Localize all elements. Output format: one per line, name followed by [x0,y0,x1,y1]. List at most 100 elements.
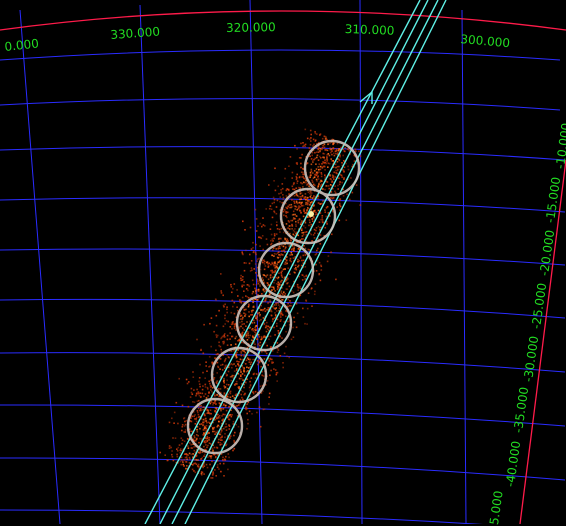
emission-pixel [213,446,216,449]
emission-pixel [339,204,341,206]
emission-pixel [338,165,340,168]
emission-pixel [334,190,336,193]
emission-pixel [270,239,272,242]
emission-pixel [287,267,289,269]
emission-pixel [201,451,204,453]
emission-pixel [326,156,328,158]
emission-pixel [183,465,185,467]
emission-pixel [292,229,295,232]
emission-pixel [295,241,298,244]
emission-pixel [277,276,280,279]
emission-pixel [200,404,202,407]
emission-pixel [294,213,296,216]
emission-pixel [249,226,252,229]
emission-pixel [309,187,311,189]
emission-pixel [312,210,315,212]
emission-pixel [316,213,319,215]
emission-pixel [294,144,296,147]
emission-pixel [319,133,322,135]
emission-pixel [218,344,220,347]
emission-pixel [285,215,287,217]
emission-pixel [243,350,245,352]
emission-pixel [244,229,246,231]
emission-pixel [304,266,307,268]
emission-pixel [308,200,310,202]
emission-pixel [241,296,244,299]
emission-pixel [228,456,230,459]
emission-pixel [295,215,298,217]
emission-pixel [245,381,247,384]
emission-pixel [222,418,225,420]
emission-pixel [241,251,243,253]
emission-pixel [278,310,280,312]
emission-pixel [269,228,272,230]
emission-pixel [278,282,281,285]
emission-pixel [318,163,321,165]
emission-pixel [245,336,248,338]
emission-pixel [304,278,307,280]
emission-pixel [277,330,280,332]
emission-pixel [195,392,198,395]
emission-pixel [304,322,306,325]
emission-pixel [219,388,222,390]
emission-pixel [303,177,305,180]
emission-pixel [308,224,310,227]
emission-pixel [339,148,342,151]
emission-pixel [223,377,225,380]
emission-pixel [232,377,235,379]
emission-pixel [309,176,311,179]
dec-gridline [0,98,561,111]
emission-pixel [214,469,216,471]
emission-pixel [313,176,316,178]
emission-pixel [338,177,340,179]
emission-pixel [259,283,261,286]
emission-pixel [324,176,327,178]
emission-pixel [321,219,324,221]
emission-pixel [283,277,286,280]
emission-pixel [312,183,315,185]
emission-pixel [260,304,262,307]
emission-pixel [184,456,187,459]
emission-pixel [280,271,282,274]
emission-pixel [294,256,297,258]
emission-pixel [300,198,302,200]
emission-pixel [192,371,194,373]
emission-pixel [164,454,166,456]
emission-pixel [198,466,201,468]
emission-pixel [263,259,265,261]
emission-pixel [248,410,251,413]
emission-pixel [213,426,216,429]
emission-pixel [326,159,329,161]
emission-pixel [233,327,236,330]
emission-pixel [217,417,219,419]
emission-pixel [300,203,302,206]
emission-pixel [333,152,335,155]
emission-pixel [237,309,239,312]
emission-pixel [284,276,286,279]
emission-pixel [202,429,205,431]
emission-pixel [240,389,242,392]
emission-pixel [304,254,307,256]
emission-pixel [246,403,249,405]
emission-pixel [276,228,279,230]
emission-pixel [214,456,217,459]
emission-pixel [259,285,261,287]
emission-pixel [273,281,275,284]
emission-pixel [279,247,281,249]
ra-gridline [461,9,467,524]
emission-pixel [289,300,291,302]
emission-pixel [327,255,330,257]
emission-pixel [234,394,237,397]
dec-gridline [0,509,483,524]
emission-pixel [237,339,239,342]
emission-pixel [199,452,201,454]
emission-pixel [199,449,202,452]
emission-pixel [307,183,309,185]
emission-pixel [291,219,294,222]
emission-pixel [255,317,257,319]
emission-pixel [238,361,240,363]
emission-pixel [331,197,334,200]
emission-pixel [180,437,183,439]
emission-pixel [246,330,248,333]
